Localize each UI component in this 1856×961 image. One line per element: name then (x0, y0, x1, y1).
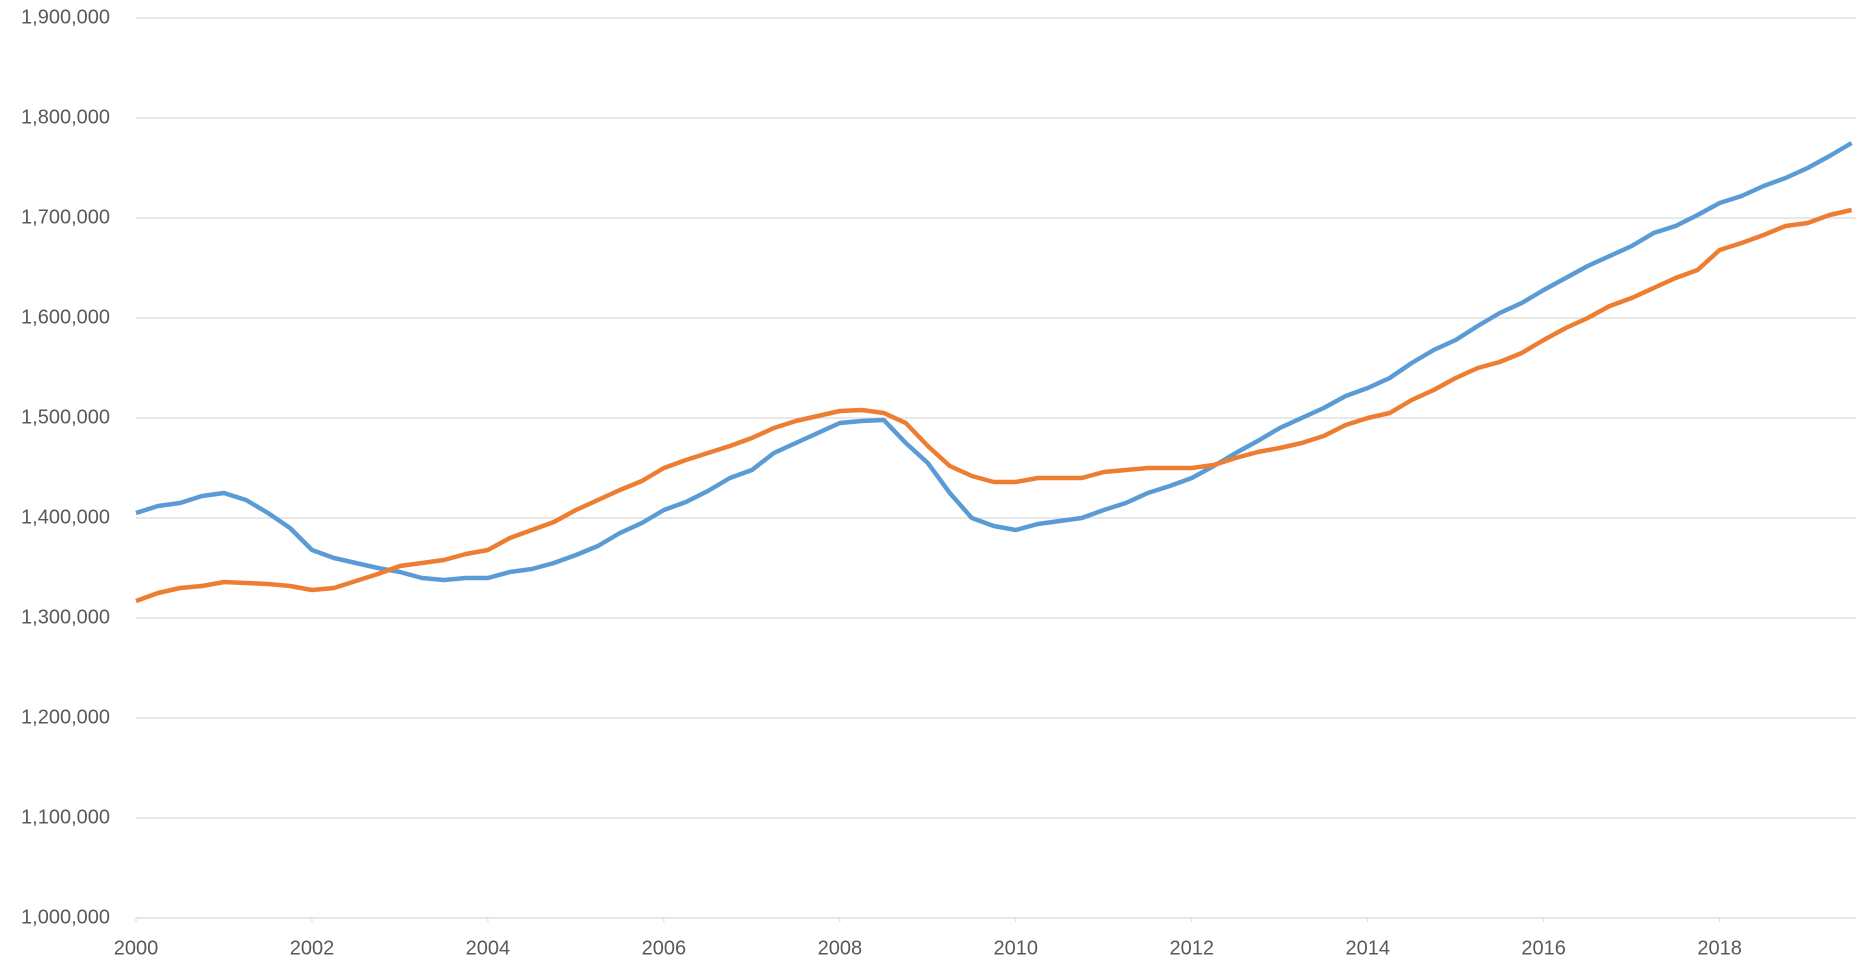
y-tick-label: 1,100,000 (21, 806, 110, 828)
y-tick-label: 1,700,000 (21, 206, 110, 228)
x-tick-label: 2000 (114, 937, 159, 959)
x-tick-label: 2012 (1170, 937, 1215, 959)
y-tick-label: 1,000,000 (21, 906, 110, 928)
y-tick-label: 1,600,000 (21, 306, 110, 328)
x-tick-label: 2008 (818, 937, 863, 959)
y-tick-label: 1,800,000 (21, 106, 110, 128)
x-tick-label: 2004 (466, 937, 511, 959)
y-tick-label: 1,200,000 (21, 706, 110, 728)
y-tick-label: 1,900,000 (21, 6, 110, 28)
y-tick-label: 1,400,000 (21, 506, 110, 528)
series-line (135, 207, 1853, 604)
x-tick-label: 2014 (1345, 937, 1390, 959)
y-tick-label: 1,500,000 (21, 406, 110, 428)
series-line (135, 141, 1853, 583)
x-tick-label: 2018 (1697, 937, 1742, 959)
x-tick-label: 2002 (290, 937, 335, 959)
y-tick-label: 1,300,000 (21, 606, 110, 628)
x-tick-label: 2006 (642, 937, 687, 959)
x-tick-label: 2010 (994, 937, 1039, 959)
x-tick-label: 2016 (1521, 937, 1566, 959)
